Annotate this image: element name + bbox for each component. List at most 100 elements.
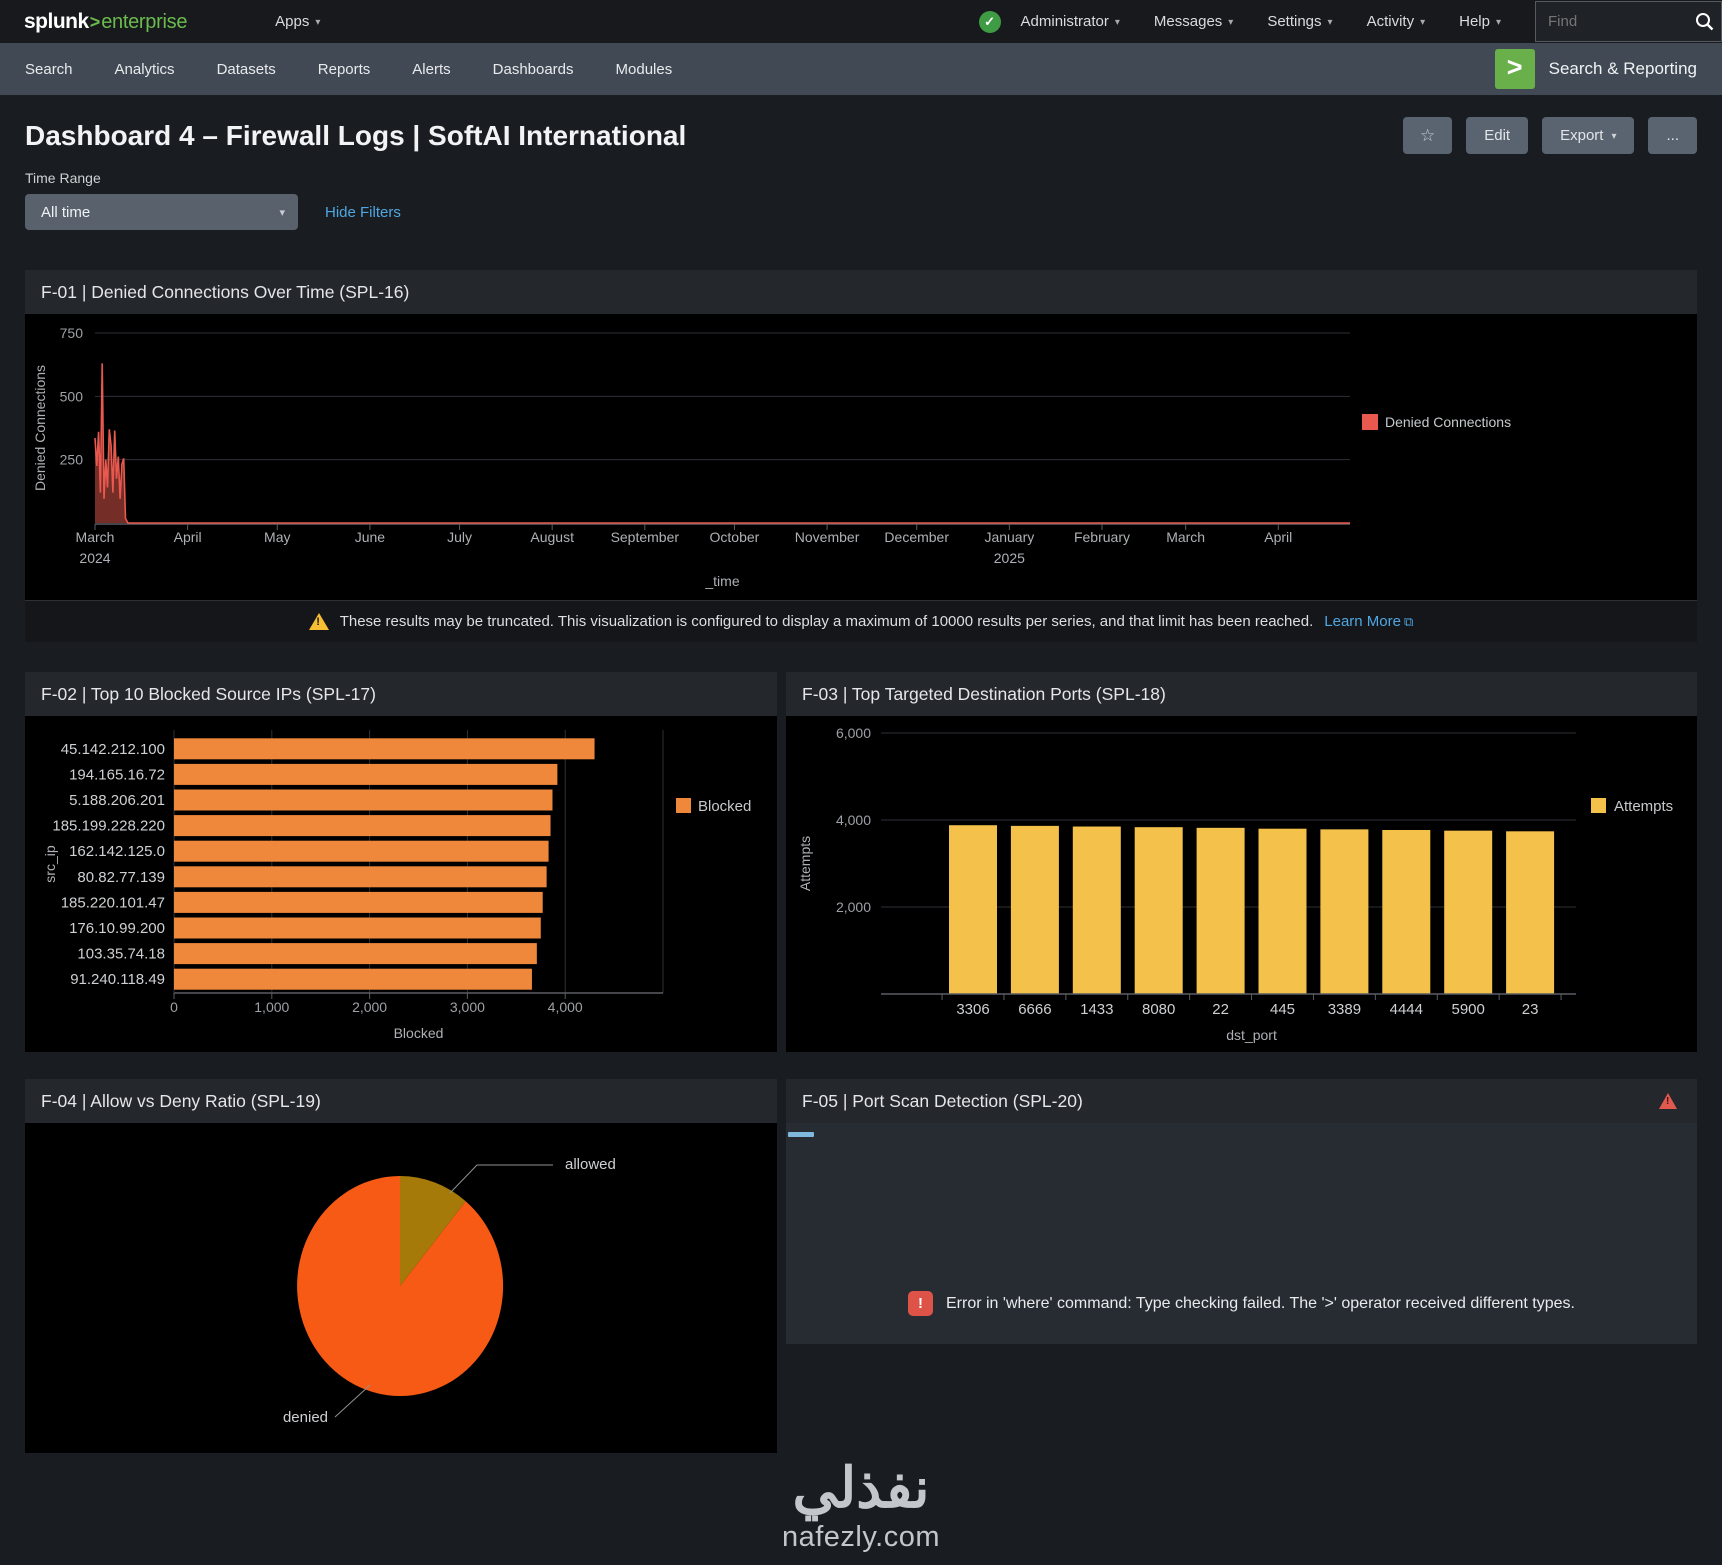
panel-f05: F-05 | Port Scan Detection (SPL-20) ! ! … <box>786 1079 1697 1344</box>
star-icon: ☆ <box>1419 125 1436 145</box>
learn-more-link[interactable]: Learn More ⧉ <box>1324 613 1413 630</box>
external-link-icon: ⧉ <box>1403 614 1414 629</box>
apps-menu[interactable]: Apps ▾ <box>275 13 320 30</box>
panel-f01-header: F-01 | Denied Connections Over Time (SPL… <box>25 270 1697 314</box>
svg-text:162.142.125.0: 162.142.125.0 <box>69 843 165 860</box>
svg-text:src_ip: src_ip <box>42 845 58 883</box>
learn-more-label: Learn More <box>1324 613 1401 630</box>
chevron-down-icon: ▾ <box>1327 17 1333 28</box>
svg-text:February: February <box>1074 529 1130 545</box>
svg-text:185.199.228.220: 185.199.228.220 <box>52 818 165 835</box>
svg-text:500: 500 <box>60 388 84 404</box>
messages-label: Messages <box>1153 13 1223 30</box>
chevron-down-icon: ▾ <box>1495 17 1501 28</box>
svg-text:5900: 5900 <box>1452 1001 1485 1018</box>
svg-text:Attempts: Attempts <box>1614 798 1673 815</box>
administrator-menu[interactable]: Administrator ▾ <box>1021 13 1120 30</box>
edit-button[interactable]: Edit <box>1466 117 1529 154</box>
messages-menu[interactable]: Messages ▾ <box>1154 13 1233 30</box>
svg-text:2,000: 2,000 <box>352 999 387 1015</box>
svg-text:5.188.206.201: 5.188.206.201 <box>69 792 165 809</box>
denied-connections-chart[interactable]: 250 500 750 March 2024 April May June July August… <box>25 314 1697 600</box>
svg-text:3306: 3306 <box>956 1001 989 1018</box>
svg-text:2025: 2025 <box>994 550 1025 566</box>
panel-title: F-03 | Top Targeted Destination Ports (S… <box>802 683 1166 704</box>
more-button[interactable]: ... <box>1648 117 1697 154</box>
hide-filters-link[interactable]: Hide Filters <box>325 203 401 221</box>
splunk-logo[interactable]: splunk > enterprise <box>24 10 187 34</box>
app-nav-bar: Search Analytics Datasets Reports Alerts… <box>0 43 1722 95</box>
administrator-label: Administrator <box>1020 13 1109 30</box>
export-button[interactable]: Export ▾ <box>1542 117 1635 154</box>
panel-row-3: F-04 | Allow vs Deny Ratio (SPL-19) allo… <box>25 1079 1697 1453</box>
settings-label: Settings <box>1267 13 1322 30</box>
app-badge[interactable]: > Search & Reporting <box>1494 49 1697 89</box>
svg-text:194.165.16.72: 194.165.16.72 <box>69 766 165 783</box>
nav-item-reports[interactable]: Reports <box>317 60 371 78</box>
settings-menu[interactable]: Settings ▾ <box>1267 13 1332 30</box>
svg-text:103.35.74.18: 103.35.74.18 <box>77 946 165 963</box>
svg-text:allowed: allowed <box>565 1156 616 1173</box>
panel-f03: F-03 | Top Targeted Destination Ports (S… <box>786 672 1697 1052</box>
svg-text:dst_port: dst_port <box>1226 1027 1277 1043</box>
nav-item-analytics[interactable]: Analytics <box>114 60 175 78</box>
svg-text:1,000: 1,000 <box>254 999 289 1015</box>
panel-f01-body: 250 500 750 March 2024 April May June July August… <box>25 314 1697 642</box>
svg-text:Blocked: Blocked <box>394 1025 444 1041</box>
panel-f01: F-01 | Denied Connections Over Time (SPL… <box>25 270 1697 642</box>
top-bar-right: ✓ Administrator ▾ Messages ▾ Settings ▾ Act… <box>978 0 1722 43</box>
svg-text:750: 750 <box>60 325 84 341</box>
svg-text:6666: 6666 <box>1018 1001 1051 1018</box>
panel-f04-body: allowed denied <box>25 1123 777 1453</box>
error-warning-icon[interactable]: ! <box>1659 1093 1677 1109</box>
warning-exclamation: ! <box>316 616 320 628</box>
svg-text:Denied Connections: Denied Connections <box>32 365 48 491</box>
check-glyph: ✓ <box>984 13 995 29</box>
nav-item-search[interactable]: Search <box>25 60 73 78</box>
favorite-button[interactable]: ☆ <box>1402 117 1453 154</box>
top-bar: splunk > enterprise Apps ▾ ✓ Administrato… <box>0 0 1722 43</box>
svg-text:January: January <box>984 529 1034 545</box>
svg-text:4,000: 4,000 <box>548 999 583 1015</box>
activity-menu[interactable]: Activity ▾ <box>1367 13 1426 30</box>
panel-title: F-05 | Port Scan Detection (SPL-20) <box>802 1090 1083 1111</box>
panel-f02-header: F-02 | Top 10 Blocked Source IPs (SPL-17… <box>25 672 777 716</box>
blocked-ips-chart[interactable]: 45.142.212.100 194.165.16.72 5.188.206.201… <box>25 716 777 1052</box>
nav-item-alerts[interactable]: Alerts <box>412 60 451 78</box>
search-error-message: ! Error in 'where' command: Type checkin… <box>786 1291 1697 1316</box>
svg-text:Attempts: Attempts <box>797 836 813 891</box>
error-text: Error in 'where' command: Type checking … <box>946 1294 1575 1312</box>
svg-text:0: 0 <box>170 999 178 1015</box>
time-range-value: All time <box>41 203 91 221</box>
apps-menu-label: Apps <box>275 13 310 30</box>
error-icon: ! <box>908 1291 933 1316</box>
svg-text:185.220.101.47: 185.220.101.47 <box>61 894 165 911</box>
panel-f03-header: F-03 | Top Targeted Destination Ports (S… <box>786 672 1697 716</box>
allow-deny-pie-chart[interactable]: allowed denied <box>25 1123 777 1453</box>
svg-text:91.240.118.49: 91.240.118.49 <box>70 971 165 988</box>
time-range-dropdown[interactable]: All time ▾ <box>25 194 298 230</box>
find-search-box <box>1535 1 1722 42</box>
watermark-logo: نفذلي <box>792 1456 930 1519</box>
svg-text:176.10.99.200: 176.10.99.200 <box>69 920 165 937</box>
nav-item-modules[interactable]: Modules <box>615 60 673 78</box>
nav-item-dashboards[interactable]: Dashboards <box>492 60 574 78</box>
filter-row: All time ▾ Hide Filters <box>25 194 1697 230</box>
svg-text:Blocked: Blocked <box>698 798 751 815</box>
svg-text:45.142.212.100: 45.142.212.100 <box>61 741 165 758</box>
watermark-site: nafezly.com <box>781 1520 941 1553</box>
svg-text:4444: 4444 <box>1390 1001 1423 1018</box>
chevron-down-icon: ▾ <box>279 206 285 219</box>
search-icon[interactable] <box>1687 12 1721 31</box>
nav-item-datasets[interactable]: Datasets <box>216 60 276 78</box>
svg-text:8080: 8080 <box>1142 1001 1175 1018</box>
find-input[interactable] <box>1536 13 1687 30</box>
app-name: Search & Reporting <box>1548 59 1697 78</box>
logo-separator: > <box>89 11 101 32</box>
svg-text:May: May <box>264 529 290 545</box>
help-menu[interactable]: Help ▾ <box>1459 13 1501 30</box>
chevron-down-icon: ▾ <box>1420 17 1426 28</box>
panel-title: F-04 | Allow vs Deny Ratio (SPL-19) <box>41 1090 321 1111</box>
destination-ports-chart[interactable]: 2,000 4,000 6,000 3306 6666 1433 8080 22 445 3389… <box>786 716 1697 1052</box>
svg-text:August: August <box>530 529 574 545</box>
